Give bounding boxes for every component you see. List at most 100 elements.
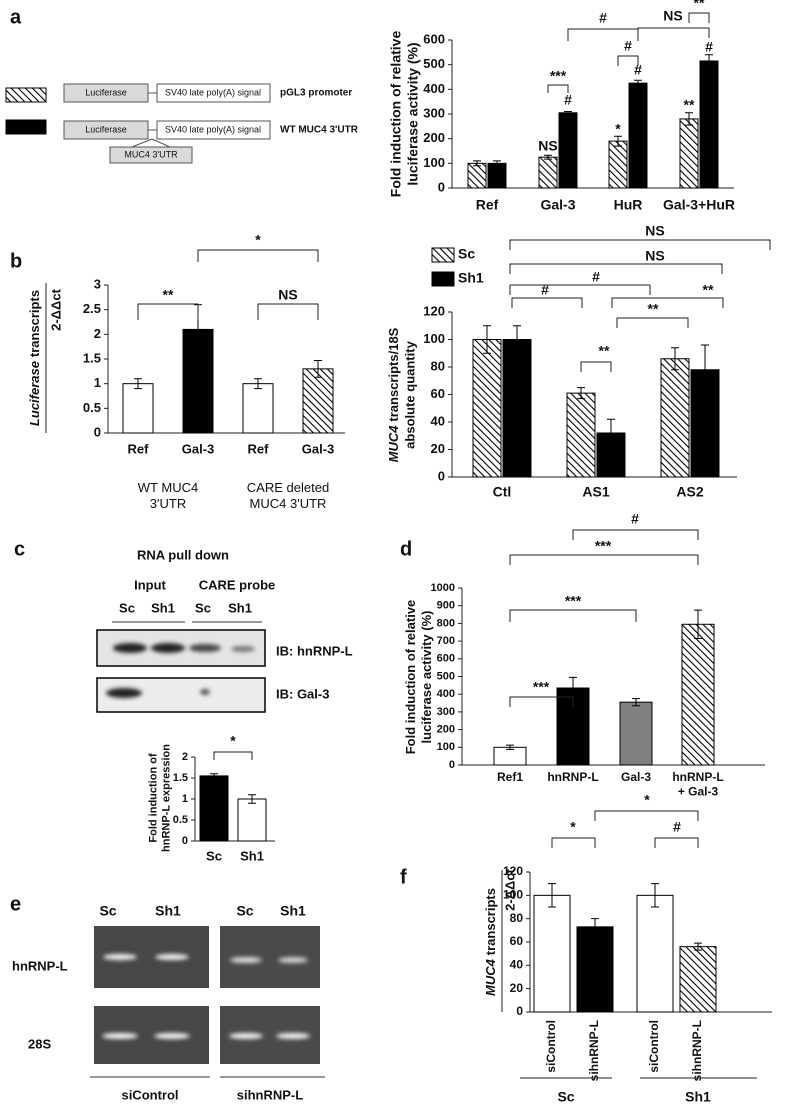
y-tick-label: 100 xyxy=(423,331,445,346)
bar xyxy=(487,162,507,189)
y-tick-label: 100 xyxy=(503,888,523,902)
error-bar xyxy=(591,918,599,936)
x-tick-label: AS1 xyxy=(582,484,609,500)
x-tick-label: Ctl xyxy=(493,484,512,500)
error-bar xyxy=(483,325,491,354)
bracket xyxy=(547,84,569,93)
insert-label: MUC4 3'UTR xyxy=(124,149,178,159)
bar xyxy=(566,392,596,478)
y-tick-label: 400 xyxy=(437,688,455,700)
insert-box xyxy=(109,146,193,164)
bar xyxy=(199,775,229,842)
error-bar xyxy=(473,160,481,167)
annotation: # xyxy=(599,10,607,26)
y-tick-label: 100 xyxy=(437,741,455,753)
y-tick-label: 900 xyxy=(437,600,455,612)
band xyxy=(103,954,137,960)
annotation: NS xyxy=(278,287,297,303)
bracket xyxy=(137,303,199,320)
y-tick-label: 200 xyxy=(437,724,455,736)
y-tick-label: 0 xyxy=(182,835,188,847)
annotation: * xyxy=(644,792,650,808)
band xyxy=(113,643,147,653)
y-tick-label: 1.5 xyxy=(83,350,101,365)
bracket xyxy=(616,317,689,328)
band xyxy=(154,1033,190,1039)
error-bar xyxy=(577,387,585,400)
error-bar xyxy=(705,54,713,68)
y-tick-label: 0 xyxy=(516,1004,523,1018)
bar xyxy=(122,383,154,434)
y-axis-label-2: 2-ΔΔct xyxy=(48,288,63,330)
y-axis-label-2: 2-ΔΔct xyxy=(502,868,517,910)
speck xyxy=(200,689,210,695)
error-bar xyxy=(694,609,702,639)
annotation: * xyxy=(230,733,236,749)
annotation: ** xyxy=(703,282,714,298)
group-label: siControl xyxy=(121,1087,178,1102)
annotation: NS xyxy=(538,138,557,154)
x-tick-label: Ref1 xyxy=(497,770,523,784)
blot-group: CARE probe xyxy=(199,577,276,592)
lane-label: Sh1 xyxy=(228,600,252,615)
y-tick-label: 0.5 xyxy=(83,400,101,415)
x-tick-label: siControl xyxy=(544,1020,558,1073)
band xyxy=(106,688,142,698)
annotation: *** xyxy=(595,538,612,554)
panel-label: d xyxy=(400,538,412,560)
y-tick-label: 600 xyxy=(423,31,445,46)
panel-label: e xyxy=(10,893,21,915)
y-tick-label: 2 xyxy=(94,326,101,341)
bracket xyxy=(637,27,710,38)
error-bar xyxy=(671,347,679,371)
panel-label: f xyxy=(400,866,407,888)
y-tick-label: 60 xyxy=(510,934,524,948)
bar xyxy=(302,368,334,434)
y-tick-label: 400 xyxy=(423,81,445,96)
error-bar xyxy=(134,378,142,390)
western-blot: RNA pull down Input CARE probe Sc Sh1 Sc… xyxy=(96,547,353,713)
reporter-label: Luciferase xyxy=(85,124,127,134)
bar xyxy=(467,162,487,189)
insert-connector xyxy=(131,138,171,148)
x-tick-label: Sc xyxy=(206,848,222,863)
y-axis-label-rest: transcripts xyxy=(483,888,498,955)
panel-label: b xyxy=(10,250,22,272)
error-bar xyxy=(694,942,702,951)
y-axis-label: Fold induction of relativeluciferase act… xyxy=(387,31,420,198)
bracket xyxy=(572,529,699,540)
error-bar xyxy=(314,359,322,378)
bracket xyxy=(511,297,583,308)
annotation: *** xyxy=(550,68,567,84)
bar xyxy=(608,140,628,189)
panel-label: a xyxy=(10,6,22,28)
legend-label: Sh1 xyxy=(458,270,484,286)
bracket xyxy=(594,810,699,821)
y-tick-label: 80 xyxy=(431,358,445,373)
y-axis-label-2: absolute quantity xyxy=(402,340,417,448)
group-label: sihnRNP-L xyxy=(237,1087,304,1102)
band xyxy=(189,644,221,652)
legend-label: WT MUC4 3'UTR xyxy=(280,125,359,136)
bracket xyxy=(617,55,639,66)
gel-image xyxy=(220,926,320,988)
reporter-box xyxy=(63,83,149,103)
y-axis-label-rest: transcripts/18S xyxy=(386,327,401,421)
y-tick-label: 100 xyxy=(423,155,445,170)
annotation: * xyxy=(615,121,621,137)
bracket xyxy=(654,837,699,848)
y-tick-label: 0.5 xyxy=(173,814,188,826)
x-tick-label: Ref xyxy=(476,197,499,213)
y-axis-label: MUC4 transcripts xyxy=(483,888,498,996)
x-tick-label: sihnRNP-L xyxy=(587,1020,601,1081)
x-tick-label: siControl xyxy=(647,1020,661,1073)
y-tick-label: 1 xyxy=(182,793,188,805)
annotation: NS xyxy=(645,223,664,239)
y-tick-label: 1.5 xyxy=(173,772,188,784)
gel: Sc Sh1 Sc Sh1 hnRNP-L 28S siControl sihn… xyxy=(12,903,325,1102)
x-tick-label: Sh1 xyxy=(240,848,264,863)
bracket xyxy=(509,239,771,250)
signal-label: SV40 late poly(A) signal xyxy=(165,87,261,97)
error-bar xyxy=(254,378,262,390)
lane-label: Sc xyxy=(99,903,116,919)
